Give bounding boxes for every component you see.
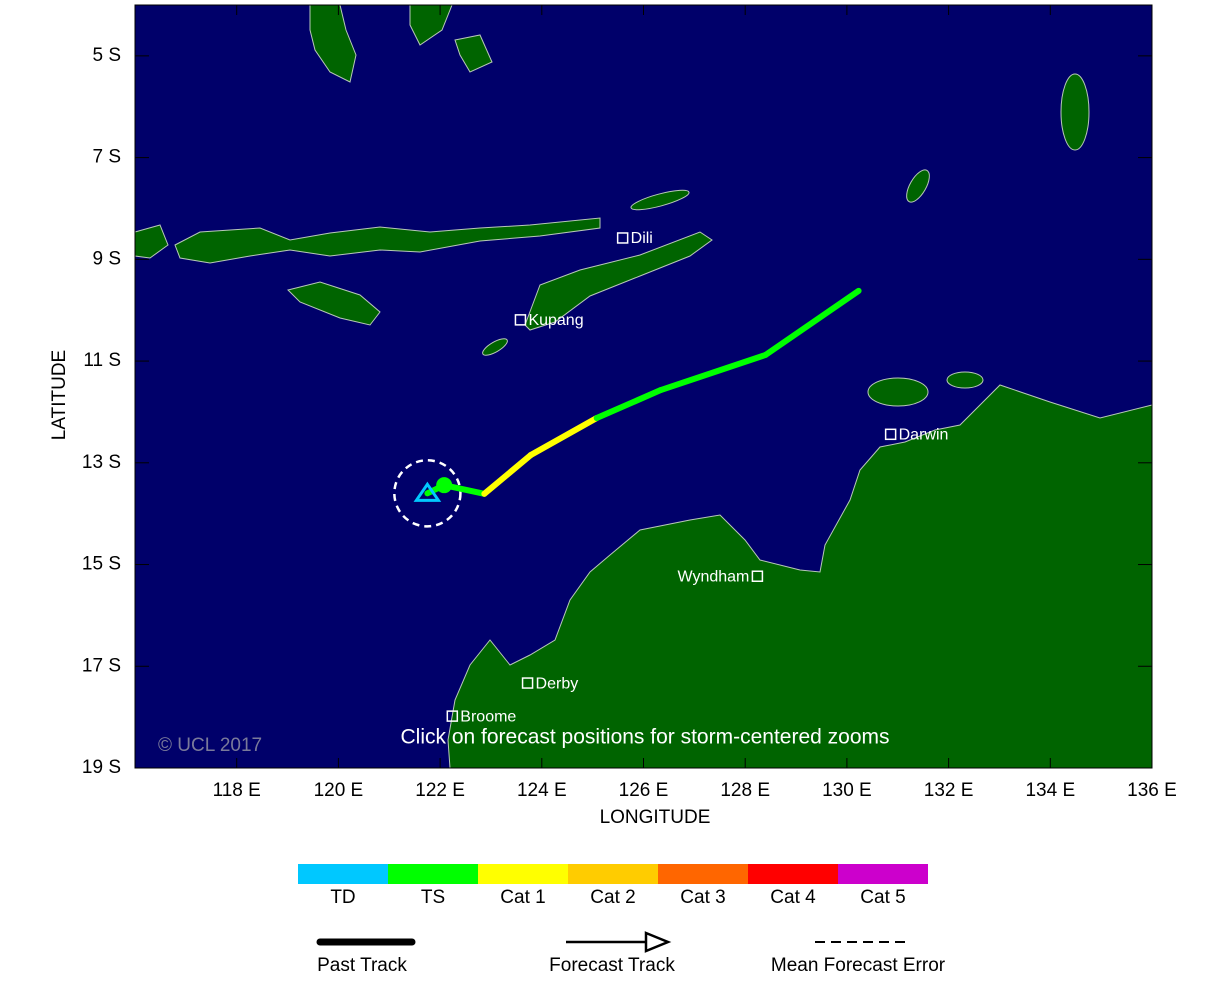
map-note: Click on forecast positions for storm-ce… [400,726,889,749]
legend-label: Cat 2 [590,887,635,908]
x-tick-label: 134 E [1025,780,1075,801]
x-tick-label: 122 E [415,780,465,801]
y-tick-label: 5 S [92,45,121,66]
legend-swatch [298,864,388,884]
mean-error-label: Mean Forecast Error [771,955,946,976]
forecast-track-segment [481,452,534,497]
legend-swatch [568,864,658,884]
x-tick-label: 130 E [822,780,872,801]
city-label: Broome [460,708,516,725]
mean-error-circle [393,459,462,528]
city-label: Kupang [528,312,583,329]
y-tick-label: 11 S [83,350,121,371]
legend-label: Cat 3 [680,887,725,908]
city-label: Wyndham [678,568,750,585]
city-marker [751,570,764,582]
legend-label: Cat 4 [770,887,816,908]
city-label: Dili [631,230,653,247]
legend-swatch [838,864,928,884]
city-marker [884,428,897,441]
legend-swatch [658,864,748,884]
land [134,4,1153,769]
x-tick-label: 124 E [517,780,567,801]
forecast-track-segment [593,387,664,422]
y-tick-label: 19 S [82,757,121,778]
past-track-label: Past Track [317,955,407,976]
forecast-track-segment [657,351,769,394]
legend-label: Cat 5 [860,887,905,908]
y-tick-label: 9 S [92,248,121,269]
legend-swatch [748,864,838,884]
legend-swatch [478,864,568,884]
y-axis-label: LATITUDE [49,350,70,440]
forecast-track-label: Forecast Track [549,955,675,976]
city-marker [514,314,527,326]
x-tick-label: 136 E [1127,780,1177,801]
city-marker [446,710,459,722]
forecast-track-arrowhead [644,931,672,953]
y-tick-label: 15 S [82,554,121,575]
legend-label: Cat 1 [500,887,545,908]
legend-label: TD [330,887,355,908]
city-label: Derby [536,675,579,692]
x-axis-label: LONGITUDE [600,807,711,828]
city-label: Darwin [899,427,949,444]
copyright: © UCL 2017 [158,735,262,756]
legend-label: TS [421,887,445,908]
x-tick-label: 128 E [720,780,770,801]
current-position [413,481,442,502]
forecast-position [436,477,453,494]
x-tick-label: 118 E [213,780,261,801]
forecast-track-segment [762,287,862,358]
x-tick-label: 126 E [619,780,669,801]
city-marker [521,677,534,689]
y-tick-label: 17 S [82,655,121,676]
legend-swatch [388,864,478,884]
x-tick-label: 120 E [314,780,364,801]
forecast-track-segment [527,415,600,459]
city-marker [616,232,629,244]
y-tick-label: 7 S [92,147,121,168]
y-tick-label: 13 S [82,452,121,473]
x-tick-label: 132 E [924,780,974,801]
